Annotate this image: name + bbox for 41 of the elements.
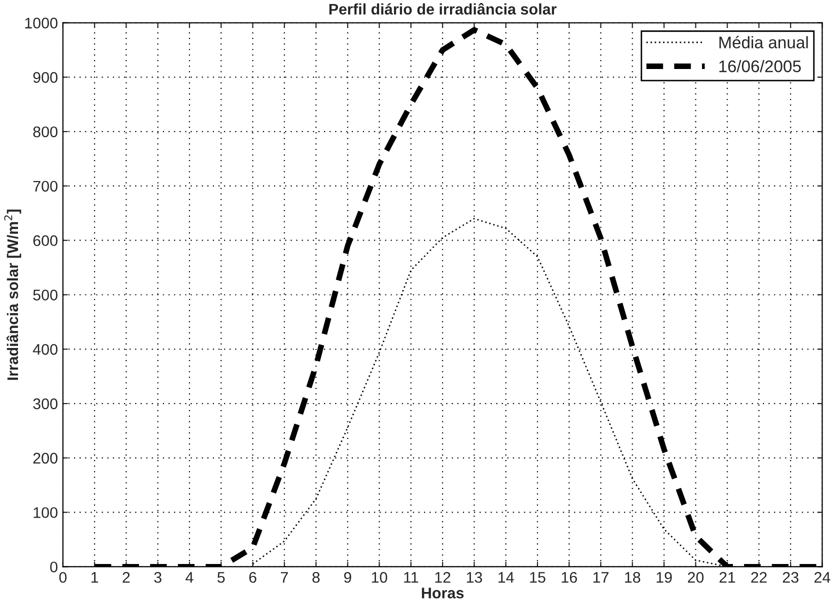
legend-label: 16/06/2005 [719, 60, 801, 72]
x-tick-label: 7 [280, 572, 288, 583]
x-tick-label: 22 [751, 572, 767, 583]
x-tick-label: 24 [814, 572, 830, 583]
x-tick-label: 16 [562, 572, 577, 583]
x-tick-label: 2 [122, 572, 130, 583]
x-tick-label: 14 [498, 572, 514, 583]
y-tick-label: 800 [33, 126, 58, 138]
y-axis-title: Irradiância solar [W/m$^{2}$] [4, 210, 22, 380]
y-tick-label: 400 [32, 344, 58, 355]
x-tick-label: 8 [312, 572, 320, 583]
x-tick-label: 19 [656, 572, 672, 583]
x-axis-title: Horas [422, 588, 464, 598]
x-tick-label: 21 [720, 572, 736, 583]
y-tick-label: 700 [33, 180, 58, 192]
x-tick-label: 17 [593, 572, 608, 583]
x-tick-label: 4 [186, 572, 194, 583]
x-tick-label: 3 [154, 572, 162, 583]
x-tick-label: 23 [782, 572, 798, 583]
chart-title: Perfil diário de irradiância solar [329, 3, 557, 15]
x-tick-label: 20 [688, 572, 704, 583]
x-tick-label: 0 [59, 572, 67, 583]
x-tick-label: 11 [404, 572, 418, 583]
y-tick-label: 500 [33, 290, 58, 300]
x-tick-label: 5 [217, 572, 225, 583]
x-tick-label: 1 [91, 572, 98, 583]
x-tick-label: 12 [435, 572, 450, 583]
y-tick-label: 1000 [25, 18, 58, 28]
y-tick-label: 100 [34, 507, 58, 518]
x-tick-label: 10 [372, 572, 388, 583]
y-tick-label: 600 [33, 235, 58, 246]
y-tick-label: 200 [33, 452, 58, 464]
x-tick-label: 13 [466, 572, 482, 583]
x-tick-label: 6 [249, 572, 256, 583]
x-tick-label: 15 [530, 572, 546, 583]
x-tick-label: 18 [625, 572, 640, 583]
legend-label: Média anual [719, 36, 808, 48]
y-tick-label: 300 [33, 398, 58, 410]
y-tick-label: 0 [50, 562, 58, 572]
y-tick-label: 900 [33, 72, 58, 83]
x-tick-label: 9 [344, 572, 352, 583]
